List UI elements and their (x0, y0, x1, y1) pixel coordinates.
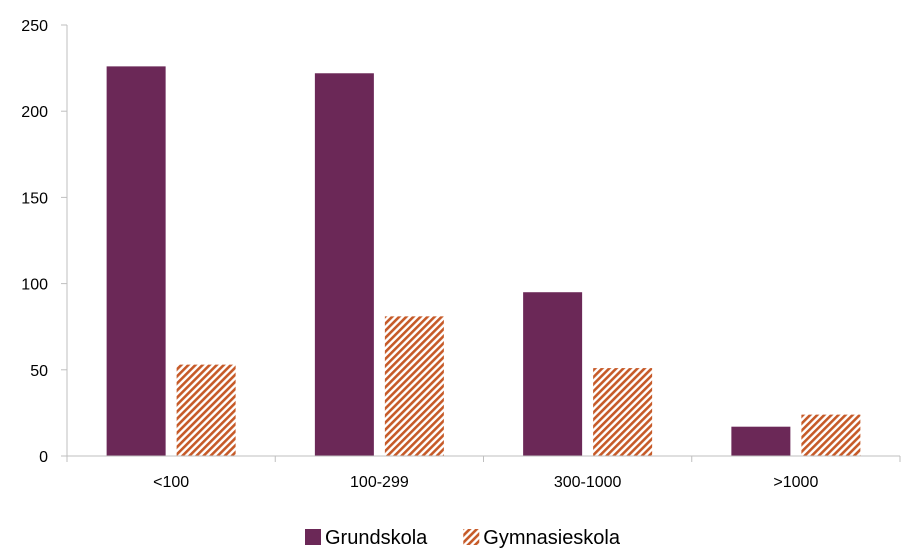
y-axis: 0 50 100 150 200 250 (21, 18, 68, 466)
bar-grundskola-3 (731, 426, 791, 456)
x-tick-label: <100 (153, 474, 189, 491)
bar-grundskola-1 (314, 73, 374, 456)
legend-swatch-gymnasieskola (463, 529, 480, 545)
x-tick-label: 300-1000 (554, 474, 622, 491)
bar-gymnasieskola-3 (801, 414, 861, 456)
bar-gymnasieskola-1 (384, 316, 444, 456)
y-tick-label: 200 (21, 104, 48, 121)
legend: Grundskola Gymnasieskola (305, 527, 621, 549)
legend-label-grundskola: Grundskola (325, 527, 428, 549)
legend-swatch-grundskola (305, 529, 321, 545)
bar-grundskola-0 (106, 66, 166, 456)
bar-gymnasieskola-0 (176, 364, 236, 456)
bar-grundskola-2 (523, 292, 583, 456)
legend-label-gymnasieskola: Gymnasieskola (483, 527, 621, 549)
y-tick-label: 50 (30, 363, 48, 380)
x-tick-label: >1000 (773, 474, 818, 491)
x-tick-label: 100-299 (350, 474, 409, 491)
bar-gymnasieskola-2 (593, 368, 653, 456)
x-axis: <100 100-299 300-1000 >1000 (66, 455, 901, 491)
y-tick-label: 150 (21, 190, 48, 207)
y-tick-label: 0 (39, 449, 48, 466)
y-tick-label: 250 (21, 18, 48, 35)
y-tick-label: 100 (21, 277, 48, 294)
bars (106, 66, 861, 456)
